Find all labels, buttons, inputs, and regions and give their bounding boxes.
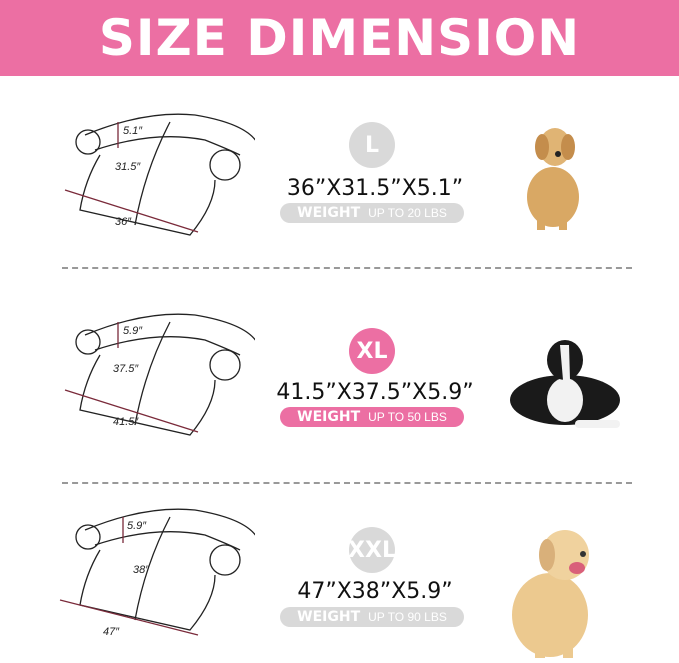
dimensions-text: 36”X31.5”X5.1” [286, 176, 464, 201]
divider [62, 267, 632, 269]
svg-text:37.5″: 37.5″ [113, 363, 139, 375]
sofa-diagram: 5.1″ 31.5″ 36″ [64, 113, 255, 236]
page-title: SIZE DIMENSION [98, 9, 581, 67]
svg-text:5.9″: 5.9″ [127, 520, 147, 532]
divider [62, 482, 632, 484]
svg-text:36″: 36″ [115, 216, 132, 228]
size-badge: XXL [348, 527, 396, 573]
header-banner: SIZE DIMENSION [0, 0, 679, 76]
size-row-xxl: 5.9″ 38″ 47″ XXL 47”X38”X5.9” WEIGHT UP … [0, 505, 679, 658]
border-collie-image [510, 340, 620, 428]
svg-text:5.9″: 5.9″ [123, 325, 143, 337]
sofa-diagram: 5.9″ 38″ 47″ [59, 508, 255, 638]
svg-text:47″: 47″ [103, 626, 120, 638]
sofa-diagram: 5.9″ 37.5″ 41.5″ [64, 313, 255, 436]
dimensions-text: 47”X38”X5.9” [297, 579, 453, 604]
svg-text:5.1″: 5.1″ [123, 125, 143, 137]
weight-value: UP TO 90 LBS [368, 610, 447, 624]
svg-text:41.5″: 41.5″ [113, 416, 139, 428]
weight-pill: WEIGHT UP TO 20 LBS [280, 203, 464, 223]
weight-pill: WEIGHT UP TO 90 LBS [280, 607, 464, 627]
weight-value: UP TO 50 LBS [368, 410, 447, 424]
size-badge: L [349, 122, 395, 168]
weight-label: WEIGHT [297, 205, 361, 221]
golden-puppy-image [527, 128, 579, 230]
size-row-l: 5.1″ 31.5″ 36″ L 36”X31.5”X5.1” WEIGHT U… [0, 110, 679, 260]
weight-label: WEIGHT [297, 409, 361, 425]
weight-label: WEIGHT [297, 609, 361, 625]
svg-text:38″: 38″ [133, 564, 150, 576]
dimensions-text: 41.5”X37.5”X5.9” [276, 380, 474, 405]
size-row-xl: 5.9″ 37.5″ 41.5″ XL 41.5”X37.5”X5.9” WEI… [0, 310, 679, 460]
weight-value: UP TO 20 LBS [368, 206, 447, 220]
size-badge: XL [349, 328, 395, 374]
weight-pill: WEIGHT UP TO 50 LBS [280, 407, 464, 427]
svg-text:31.5″: 31.5″ [115, 161, 141, 173]
labrador-image [512, 530, 589, 658]
